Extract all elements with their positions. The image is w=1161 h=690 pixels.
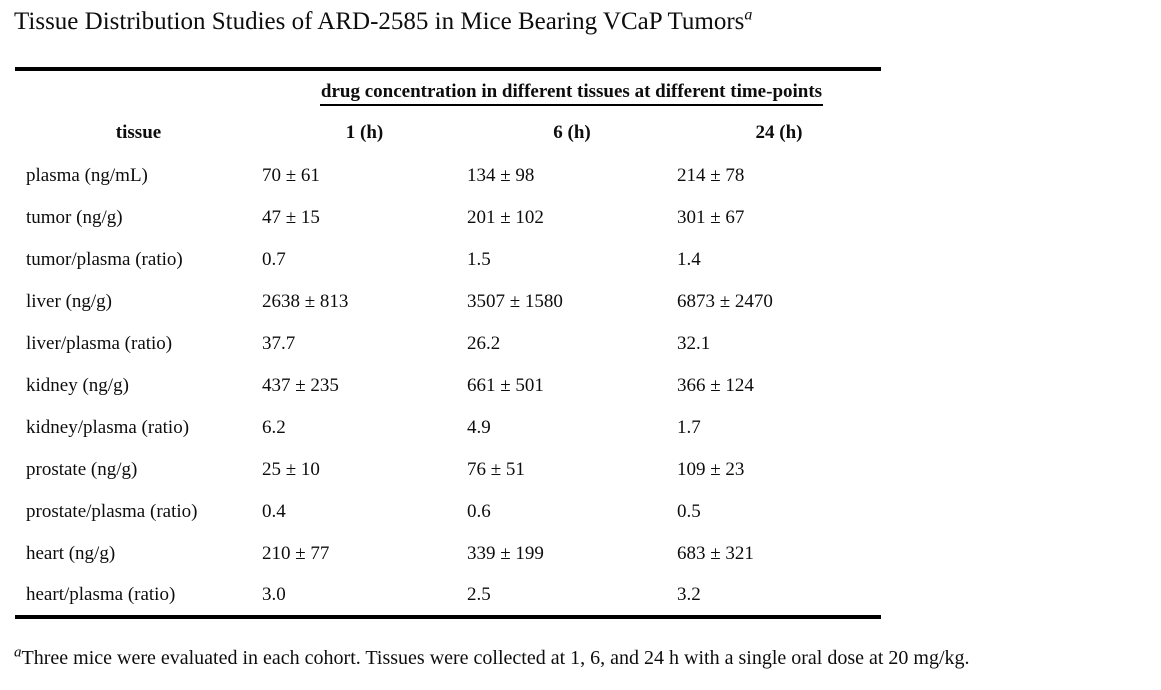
table-row: kidney (ng/g) 437 ± 235 661 ± 501 366 ± … xyxy=(15,365,881,407)
value-cell: 109 ± 23 xyxy=(677,459,745,481)
value-cell: 3.2 xyxy=(677,584,701,606)
value-cell: 6.2 xyxy=(262,417,286,439)
tissue-cell: plasma (ng/mL) xyxy=(26,165,148,187)
value-cell: 37.7 xyxy=(262,333,296,355)
table-row: liver (ng/g) 2638 ± 813 3507 ± 1580 6873… xyxy=(15,281,881,323)
table-row: prostate (ng/g) 25 ± 10 76 ± 51 109 ± 23 xyxy=(15,449,881,491)
table-row: prostate/plasma (ratio) 0.4 0.6 0.5 xyxy=(15,491,881,533)
value-cell: 134 ± 98 xyxy=(467,165,535,187)
value-cell: 1.7 xyxy=(677,417,701,439)
table-footnote: aThree mice were evaluated in each cohor… xyxy=(14,645,1147,671)
table-row: liver/plasma (ratio) 37.7 26.2 32.1 xyxy=(15,323,881,365)
value-cell: 2638 ± 813 xyxy=(262,291,349,313)
table-row: plasma (ng/mL) 70 ± 61 134 ± 98 214 ± 78 xyxy=(15,155,881,197)
table-header: drug concentration in different tissues … xyxy=(15,69,881,155)
tissue-cell: heart (ng/g) xyxy=(26,543,116,565)
tissue-cell: kidney (ng/g) xyxy=(26,375,129,397)
value-cell: 301 ± 67 xyxy=(677,207,745,229)
value-cell: 4.9 xyxy=(467,417,491,439)
value-cell: 1.5 xyxy=(467,249,491,271)
table-row: kidney/plasma (ratio) 6.2 4.9 1.7 xyxy=(15,407,881,449)
value-cell: 2.5 xyxy=(467,584,491,606)
value-cell: 47 ± 15 xyxy=(262,207,320,229)
tissue-cell: liver/plasma (ratio) xyxy=(26,333,173,355)
footnote-marker: a xyxy=(14,644,22,661)
column-header-1h: 1 (h) xyxy=(345,122,384,144)
value-cell: 210 ± 77 xyxy=(262,543,330,565)
tissue-cell: heart/plasma (ratio) xyxy=(26,584,176,606)
table-row: heart (ng/g) 210 ± 77 339 ± 199 683 ± 32… xyxy=(15,533,881,575)
value-cell: 1.4 xyxy=(677,249,701,271)
value-cell: 366 ± 124 xyxy=(677,375,754,397)
tissue-cell: tumor (ng/g) xyxy=(26,207,123,229)
tissue-cell: prostate (ng/g) xyxy=(26,459,138,481)
table-row: heart/plasma (ratio) 3.0 2.5 3.2 xyxy=(15,575,881,617)
title-footnote-marker: a xyxy=(744,6,753,24)
value-cell: 3507 ± 1580 xyxy=(467,291,563,313)
value-cell: 26.2 xyxy=(467,333,501,355)
value-cell: 201 ± 102 xyxy=(467,207,544,229)
span-header-text: drug concentration in different tissues … xyxy=(319,81,824,107)
value-cell: 76 ± 51 xyxy=(467,459,525,481)
footnote-text: Three mice were evaluated in each cohort… xyxy=(21,647,970,670)
span-header-row: drug concentration in different tissues … xyxy=(15,69,881,111)
value-cell: 683 ± 321 xyxy=(677,543,754,565)
value-cell: 214 ± 78 xyxy=(677,165,745,187)
table-title: Tissue Distribution Studies of ARD-2585 … xyxy=(14,6,1161,37)
value-cell: 0.4 xyxy=(262,501,286,523)
value-cell: 70 ± 61 xyxy=(262,165,320,187)
span-header-spacer xyxy=(15,69,262,111)
value-cell: 3.0 xyxy=(262,584,286,606)
column-header-tissue: tissue xyxy=(115,122,162,144)
value-cell: 25 ± 10 xyxy=(262,459,320,481)
table-title-text: Tissue Distribution Studies of ARD-2585 … xyxy=(14,8,745,35)
tissue-cell: tumor/plasma (ratio) xyxy=(26,249,183,271)
column-header-6h: 6 (h) xyxy=(553,122,591,144)
column-header-24h: 24 (h) xyxy=(755,122,803,144)
value-cell: 32.1 xyxy=(677,333,711,355)
value-cell: 0.6 xyxy=(467,501,491,523)
value-cell: 437 ± 235 xyxy=(262,375,339,397)
paper-page: Tissue Distribution Studies of ARD-2585 … xyxy=(0,6,1161,690)
tissue-cell: liver (ng/g) xyxy=(26,291,113,313)
value-cell: 6873 ± 2470 xyxy=(677,291,773,313)
tissue-cell: kidney/plasma (ratio) xyxy=(26,417,190,439)
table-row: tumor (ng/g) 47 ± 15 201 ± 102 301 ± 67 xyxy=(15,197,881,239)
value-cell: 339 ± 199 xyxy=(467,543,544,565)
tissue-cell: prostate/plasma (ratio) xyxy=(26,501,198,523)
value-cell: 0.7 xyxy=(262,249,286,271)
span-header-cell: drug concentration in different tissues … xyxy=(262,69,881,111)
value-cell: 0.5 xyxy=(677,501,701,523)
column-header-row: tissue 1 (h) 6 (h) 24 (h) xyxy=(15,111,881,155)
tissue-distribution-table: drug concentration in different tissues … xyxy=(15,67,881,620)
value-cell: 661 ± 501 xyxy=(467,375,544,397)
table-body: plasma (ng/mL) 70 ± 61 134 ± 98 214 ± 78… xyxy=(15,155,881,617)
table-row: tumor/plasma (ratio) 0.7 1.5 1.4 xyxy=(15,239,881,281)
